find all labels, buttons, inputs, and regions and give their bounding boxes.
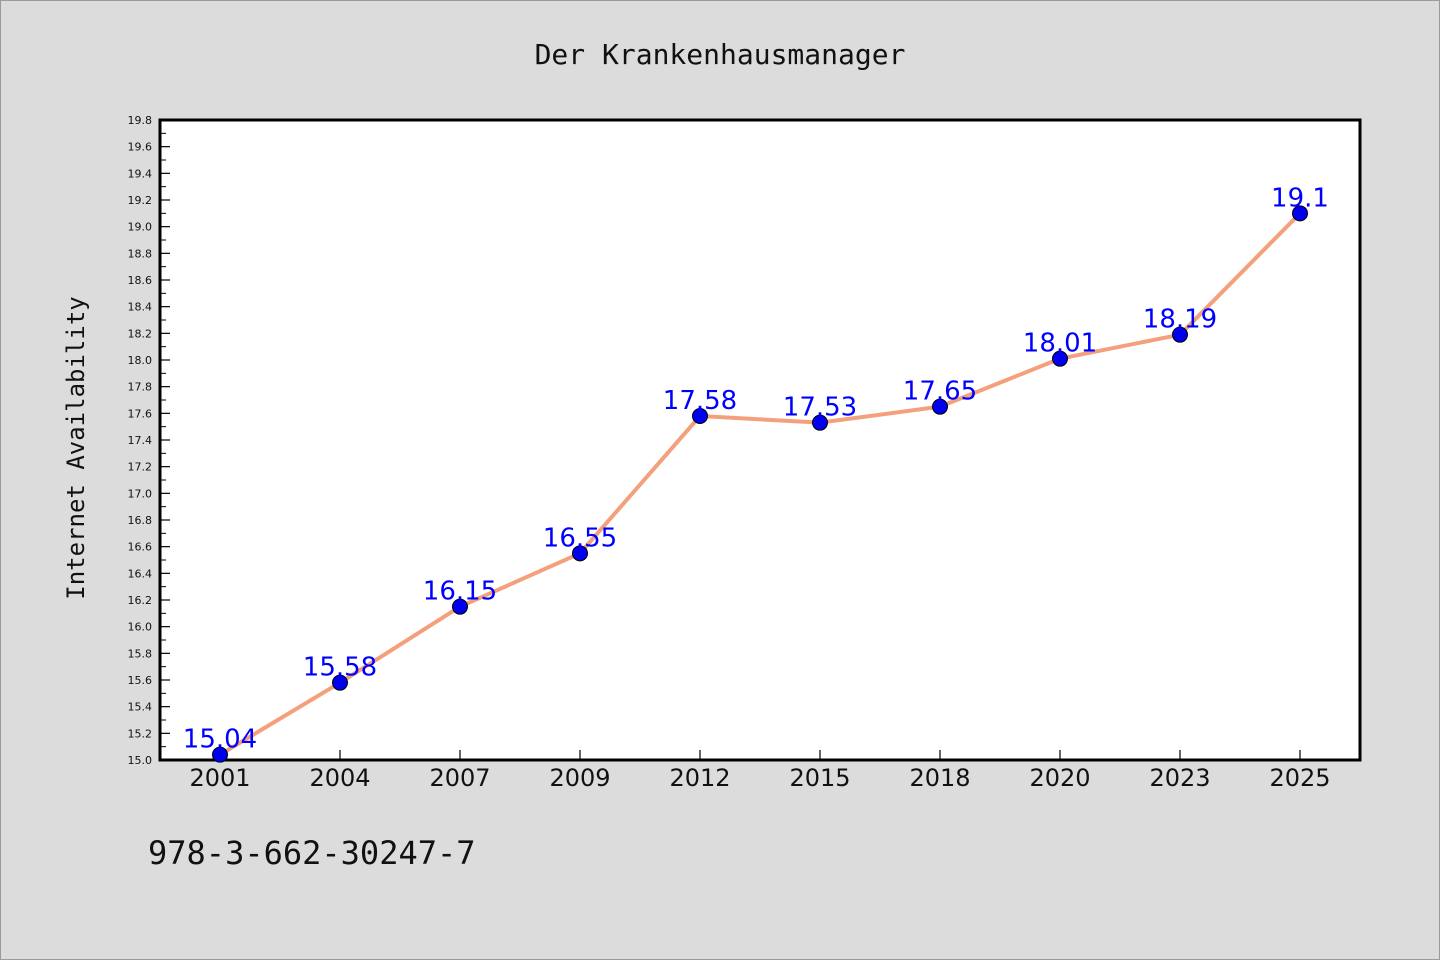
data-point	[452, 598, 468, 615]
y-tick-label: 18.4	[128, 301, 153, 314]
y-tick-label: 19.4	[128, 167, 153, 180]
x-tick-label: 2023	[1149, 764, 1210, 792]
data-label: 19.1	[1271, 183, 1329, 213]
y-tick-label: 19.8	[128, 114, 153, 127]
y-tick-label: 15.0	[128, 754, 153, 767]
x-tick-label: 2020	[1029, 764, 1090, 792]
y-tick-label: 15.2	[128, 727, 153, 740]
data-point	[572, 545, 588, 562]
data-label: 17.58	[663, 386, 737, 416]
y-tick-label: 16.8	[128, 514, 153, 527]
y-tick-label: 16.0	[128, 621, 153, 634]
y-tick-label: 15.8	[128, 647, 153, 660]
data-point	[1172, 326, 1188, 343]
y-tick-label: 17.0	[128, 487, 153, 500]
data-point	[212, 746, 228, 763]
y-tick-label: 15.4	[128, 701, 153, 714]
y-tick-label: 19.0	[128, 221, 153, 234]
y-tick-label: 17.6	[128, 407, 153, 420]
caption-code: 978-3-662-30247-7	[148, 834, 476, 872]
data-point	[1052, 350, 1068, 367]
x-tick-label: 2012	[669, 764, 730, 792]
y-axis-ticks: 15.0 15.2 15.4 15.6 15.8 16.0 16.2 16.4 16.6 16.8…	[128, 114, 170, 767]
series-line	[218, 211, 1302, 757]
y-tick-label: 18.0	[128, 354, 153, 367]
data-point	[692, 408, 708, 424]
data-label: 18.01	[1023, 329, 1097, 359]
y-tick-label: 18.2	[128, 327, 153, 340]
y-tick-label: 16.6	[128, 541, 153, 554]
y-tick-label: 15.6	[128, 674, 153, 687]
data-label: 17.65	[903, 377, 977, 407]
y-tick-label: 17.4	[128, 434, 153, 447]
x-tick-label: 2025	[1269, 764, 1330, 792]
y-tick-label: 19.2	[128, 194, 153, 207]
data-label: 15.04	[183, 725, 257, 755]
data-label: 18.19	[1143, 305, 1217, 335]
data-point	[932, 398, 948, 415]
x-axis-ticks: 2001 2004 2007 2009 2012 2015 2018 2020 2023 2025	[189, 750, 1331, 792]
data-label: 15.58	[303, 653, 377, 683]
y-tick-label: 16.2	[128, 594, 153, 607]
x-tick-label: 2018	[909, 764, 970, 792]
y-tick-label: 19.6	[128, 141, 153, 154]
data-label: 16.55	[543, 523, 617, 553]
x-tick-label: 2001	[189, 764, 250, 792]
y-tick-label: 16.4	[128, 567, 153, 580]
x-tick-label: 2009	[549, 764, 610, 792]
y-tick-label: 17.8	[128, 381, 153, 394]
series-group: 15.04 15.58 16.15 16.55 17.58 17.53 17.65 18.01…	[183, 183, 1329, 763]
data-label: 17.53	[783, 393, 857, 423]
plot-area	[158, 118, 1362, 762]
y-tick-label: 18.6	[128, 274, 153, 287]
data-point	[812, 414, 828, 431]
x-tick-label: 2015	[789, 764, 850, 792]
x-tick-label: 2007	[429, 764, 490, 792]
y-axis-label: Internet Availability	[62, 296, 90, 599]
y-tick-label: 18.8	[128, 247, 153, 260]
data-point	[1292, 205, 1308, 222]
data-label: 16.15	[423, 577, 497, 607]
y-tick-label: 17.2	[128, 461, 153, 474]
chart-title: Der Krankenhausmanager	[535, 38, 906, 71]
data-point	[332, 674, 348, 691]
x-tick-label: 2004	[309, 764, 370, 792]
